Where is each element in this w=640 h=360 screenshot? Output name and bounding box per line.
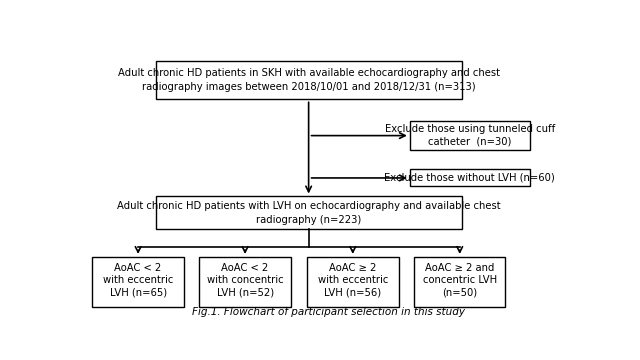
- Text: AoAC ≥ 2: AoAC ≥ 2: [329, 263, 376, 273]
- FancyBboxPatch shape: [92, 257, 184, 307]
- Text: with concentric: with concentric: [207, 275, 284, 285]
- Text: radiography (n=223): radiography (n=223): [256, 215, 361, 225]
- Text: AoAC ≥ 2 and: AoAC ≥ 2 and: [425, 263, 495, 273]
- Text: LVH (n=65): LVH (n=65): [109, 288, 166, 298]
- Text: catheter  (n=30): catheter (n=30): [428, 137, 511, 147]
- Text: (n=50): (n=50): [442, 288, 477, 298]
- FancyBboxPatch shape: [307, 257, 399, 307]
- Text: Adult chronic HD patients in SKH with available echocardiography and chest: Adult chronic HD patients in SKH with av…: [118, 68, 500, 78]
- FancyBboxPatch shape: [156, 197, 461, 229]
- Text: with eccentric: with eccentric: [103, 275, 173, 285]
- Text: radiography images between 2018/10/01 and 2018/12/31 (​n=313): radiography images between 2018/10/01 an…: [142, 82, 476, 92]
- Text: AoAC < 2: AoAC < 2: [221, 263, 269, 273]
- FancyBboxPatch shape: [410, 170, 530, 186]
- FancyBboxPatch shape: [414, 257, 506, 307]
- FancyBboxPatch shape: [199, 257, 291, 307]
- Text: with eccentric: with eccentric: [317, 275, 388, 285]
- Text: concentric LVH: concentric LVH: [422, 275, 497, 285]
- FancyBboxPatch shape: [156, 61, 461, 99]
- Text: Fig.1. Flowchart of participant selection in this study: Fig.1. Flowchart of participant selectio…: [191, 307, 465, 316]
- Text: Exclude those using tunneled cuff: Exclude those using tunneled cuff: [385, 125, 555, 134]
- Text: Exclude those without LVH (n=60): Exclude those without LVH (n=60): [385, 173, 556, 183]
- Text: Adult chronic HD patients with LVH on echocardiography and available chest: Adult chronic HD patients with LVH on ec…: [117, 201, 500, 211]
- Text: LVH (n=52): LVH (n=52): [216, 288, 274, 298]
- FancyBboxPatch shape: [410, 121, 530, 150]
- Text: AoAC < 2: AoAC < 2: [115, 263, 162, 273]
- Text: LVH (n=56): LVH (n=56): [324, 288, 381, 298]
